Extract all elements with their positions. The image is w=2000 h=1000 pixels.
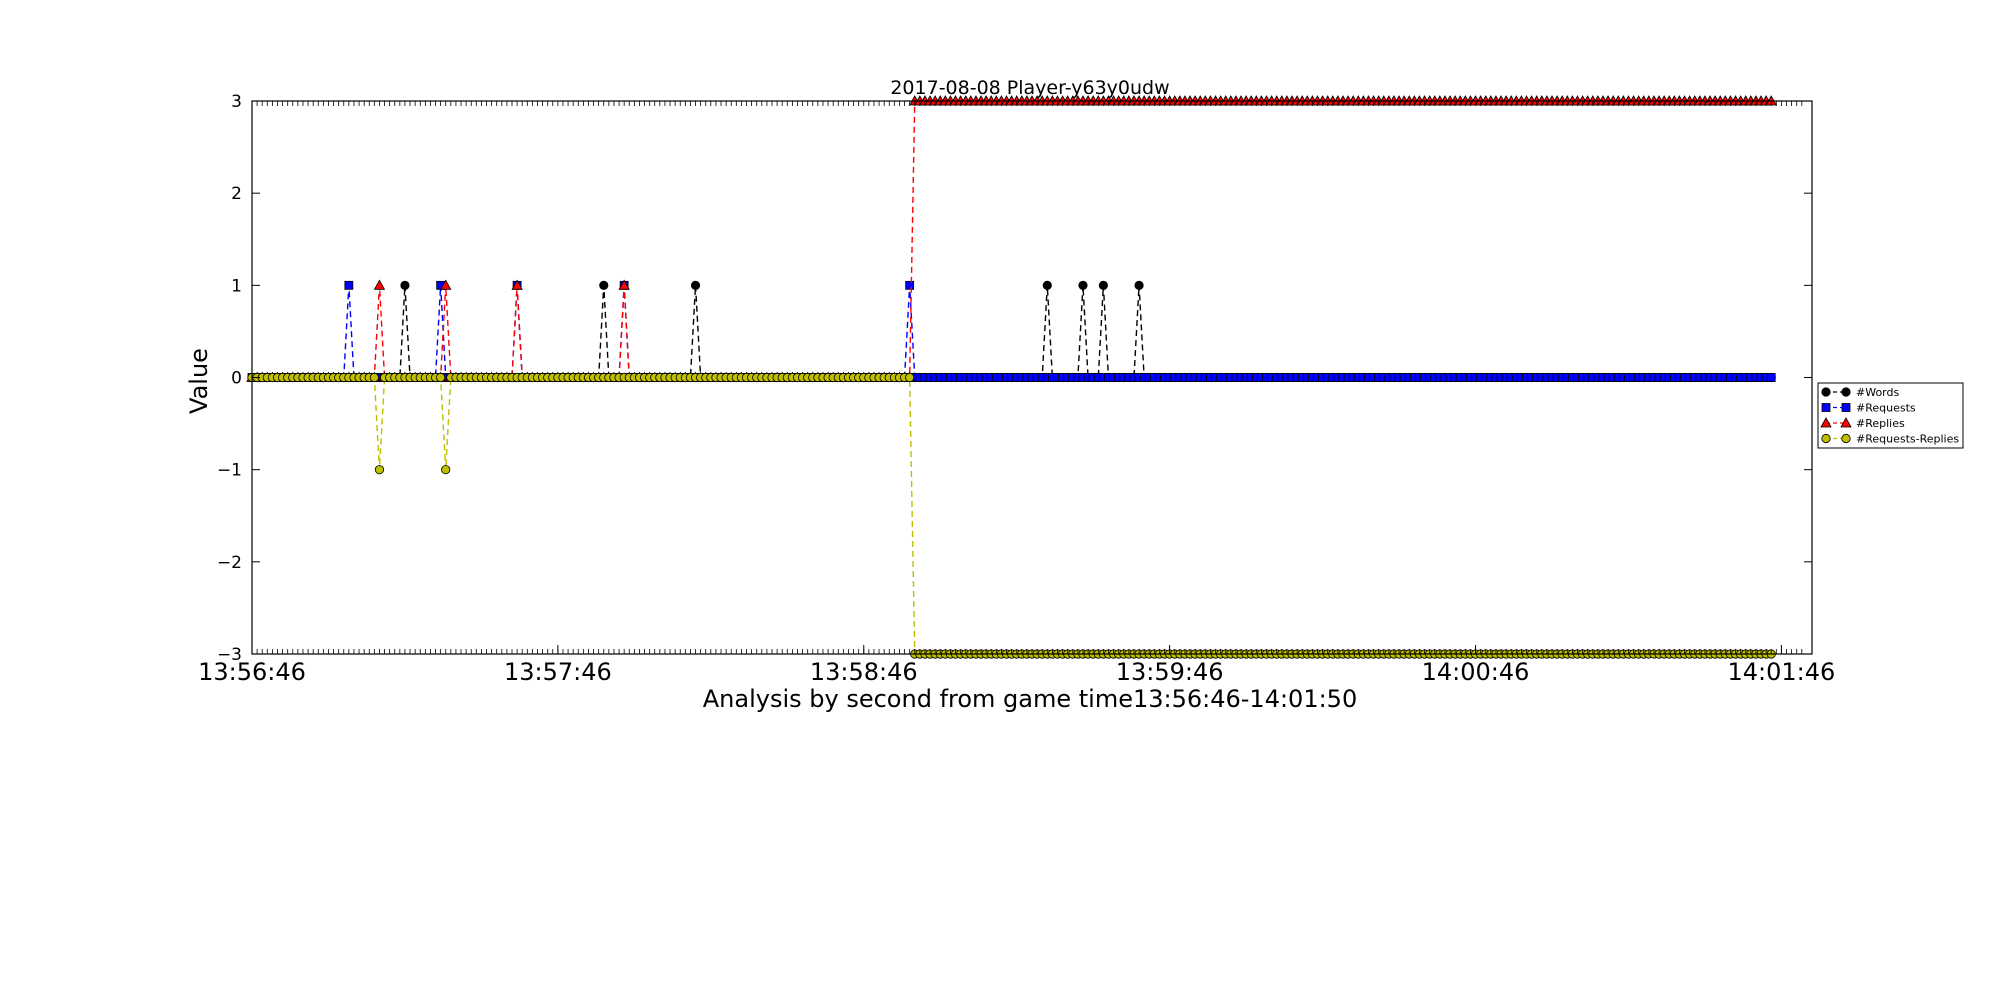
legend-marker: [1841, 403, 1851, 412]
legend-item-requests: #Requests: [1821, 402, 1916, 415]
x-tick-label: 13:56:46: [198, 658, 306, 686]
legend-marker: [1821, 433, 1831, 444]
data-point-requests: [905, 280, 915, 290]
data-point-requests-replies: [374, 465, 385, 475]
data-point-words: [1078, 280, 1088, 290]
y-tick-label: 0: [231, 369, 242, 389]
x-tick-label: 14:01:46: [1728, 658, 1836, 686]
data-point-replies: [618, 279, 630, 290]
y-axis-label: Value: [185, 348, 213, 414]
y-tick-label: −2: [217, 553, 242, 573]
legend-marker: [1821, 387, 1831, 397]
data-point-requests: [344, 280, 354, 290]
data-point-requests-replies: [436, 372, 446, 383]
data-point-words: [599, 280, 609, 290]
x-tick-label: 13:57:46: [504, 658, 612, 686]
x-tick-label: 13:58:46: [810, 658, 918, 686]
data-point-words: [690, 280, 701, 290]
y-tick-label: 1: [231, 276, 242, 296]
legend-marker: [1841, 387, 1851, 397]
legend: #Words #Requests #Replies #Requests-Replies: [1817, 382, 1964, 449]
data-point-replies: [373, 279, 386, 290]
legend-label: #Requests: [1856, 402, 1916, 415]
legend-item-replies: #Replies: [1820, 417, 1905, 430]
legend-marker: [1821, 403, 1831, 412]
legend-marker: [1841, 433, 1851, 444]
chart-title: 2017-08-08 Player-y63y0udw: [890, 77, 1169, 99]
data-point-words: [400, 280, 410, 290]
legend-item-requests-replies: #Requests-Replies: [1821, 433, 1959, 446]
data-point-requests: [1766, 373, 1776, 382]
x-tick-label: 14:00:46: [1422, 658, 1530, 686]
data-point-requests-replies: [441, 465, 451, 475]
data-point-requests-replies: [369, 372, 379, 383]
legend-label: #Replies: [1856, 417, 1905, 430]
y-tick-label: 2: [231, 184, 242, 204]
legend-label: #Requests-Replies: [1856, 433, 1959, 446]
x-axis-label: Analysis by second from game time13:56:4…: [703, 685, 1357, 713]
data-point-requests-replies: [905, 372, 915, 383]
y-tick-label: −1: [217, 461, 242, 481]
legend-label: #Words: [1856, 386, 1899, 399]
data-point-words: [1098, 280, 1108, 290]
data-point-replies: [440, 279, 452, 290]
y-tick-label: 3: [231, 92, 242, 112]
data-point-words: [1134, 280, 1144, 290]
y-tick-label: −3: [217, 645, 242, 665]
series-layer: [246, 95, 1777, 659]
legend-item-words: #Words: [1821, 386, 1899, 399]
legend-marker: [1820, 417, 1832, 428]
axes-layer: 13:56:46 13:57:46 13:58:46 13:59:46 14:00:46…: [198, 92, 1835, 686]
data-point-replies: [511, 279, 523, 290]
data-point-words: [1042, 280, 1052, 290]
legend-marker: [1840, 417, 1852, 428]
x-tick-label: 13:59:46: [1116, 658, 1224, 686]
